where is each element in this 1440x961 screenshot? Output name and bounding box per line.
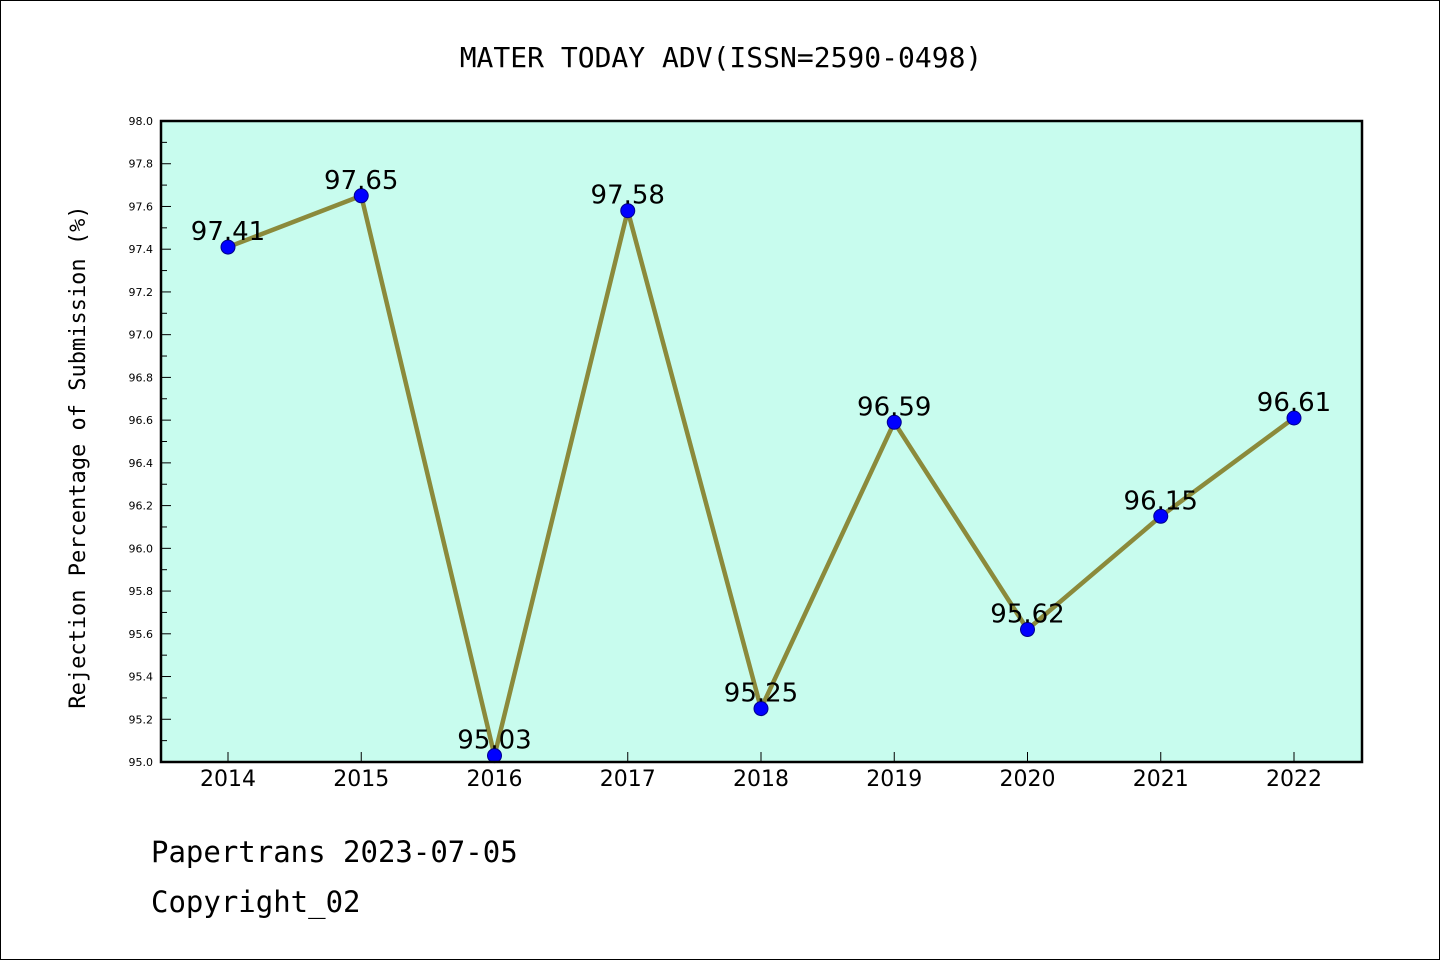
data-point [220,239,236,255]
x-tick-label: 2022 [1266,767,1322,792]
data-label: 95.25 [724,679,798,709]
data-point [1153,508,1169,524]
data-label: 97.58 [591,181,665,211]
y-tick-label: 96.2 [129,500,154,513]
y-tick-label: 95.4 [129,671,154,684]
data-label: 97.41 [191,217,265,247]
y-tick-label: 97.8 [129,158,154,171]
data-labels: 97.41 97.65 95.03 97.58 95.25 96.59 95.62 96.15… [191,166,1331,756]
data-point [1286,410,1302,426]
x-tick-label: 2021 [1133,767,1189,792]
plot-area [161,121,1362,762]
data-point [353,188,369,204]
x-tick-label: 2019 [866,767,922,792]
data-label: 95.03 [457,726,531,756]
y-tick-label: 96.0 [129,542,154,555]
x-tick-label: 2020 [1000,767,1056,792]
chart-title: MATER TODAY ADV(ISSN=2590-0498) [460,41,983,74]
x-tick-label: 2018 [733,767,789,792]
data-point [620,203,636,219]
plot-border [159,119,1364,764]
data-label: 95.62 [990,600,1064,630]
y-tick-label: 96.8 [129,371,154,384]
x-axis: 2014 2015 2016 2017 2018 2019 2020 2021 2022 [200,752,1322,792]
y-tick-label: 97.4 [129,243,154,256]
data-label: 96.59 [857,392,931,422]
footer-date-line: Papertrans 2023-07-05 [151,835,518,869]
data-point [753,701,769,717]
data-label: 96.61 [1257,388,1331,418]
y-tick-label: 97.6 [129,200,154,213]
y-axis-label: Rejection Percentage of Submission (%) [66,205,91,708]
footer-copyright: Copyright_02 [151,885,361,919]
x-tick-label: 2014 [200,767,256,792]
data-label: 96.15 [1124,486,1198,516]
data-point [1020,622,1035,638]
y-tick-label: 95.6 [129,628,154,641]
y-tick-label: 98.0 [129,115,154,128]
x-tick-label: 2017 [600,767,656,792]
y-tick-label: 96.6 [129,414,154,427]
y-axis: 95.0 95.2 95.4 95.6 95.8 96.0 96.2 96.4 96.6 96.8… [129,115,171,769]
y-tick-label: 95.2 [129,713,154,726]
y-tick-label: 95.8 [129,585,154,598]
y-tick-label: 95.0 [129,756,154,769]
y-tick-label: 97.0 [129,329,154,342]
data-label: 97.65 [324,166,398,196]
y-tick-label: 96.4 [129,457,154,470]
series-markers [220,188,1302,764]
y-tick-label: 97.2 [129,286,154,299]
x-tick-label: 2015 [333,767,389,792]
x-tick-label: 2016 [467,767,523,792]
data-point [886,414,902,430]
